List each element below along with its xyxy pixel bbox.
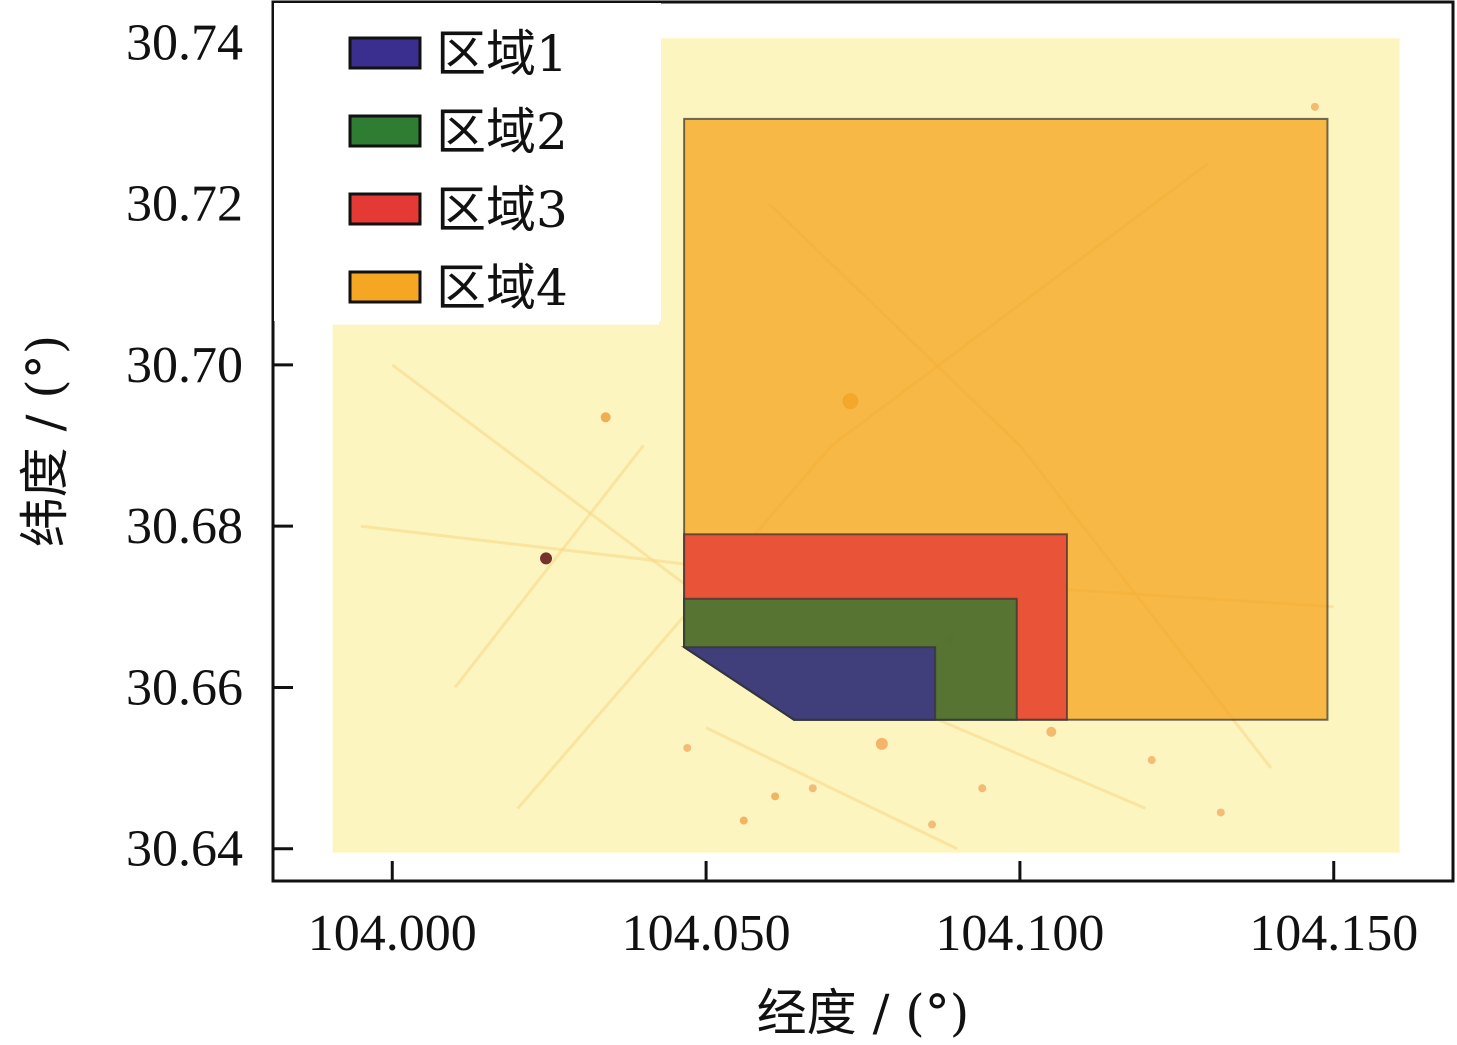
legend: 区域1 区域2 区域3 区域4: [274, 3, 661, 321]
legend-label-2: 区域2: [436, 103, 568, 161]
y-axis: 30.64 30.66 30.68 30.70 30.72 30.74: [126, 14, 293, 878]
hotspot-10: [771, 792, 780, 801]
y-tick-label-4: 30.70: [126, 337, 243, 394]
x-tick-label-1: 104.000: [308, 905, 477, 962]
x-tick-label-3: 104.100: [935, 905, 1104, 962]
legend-label-4: 区域4: [436, 259, 568, 317]
hotspot-11: [978, 784, 987, 793]
legend-swatch-2: [348, 114, 422, 148]
legend-swatch-4: [348, 270, 422, 304]
x-axis: 104.000 104.050 104.100 104.150: [308, 861, 1418, 962]
hotspot-9: [1310, 102, 1319, 111]
hotspot-1: [540, 552, 553, 565]
legend-label-3: 区域3: [436, 181, 568, 239]
hotspot-14: [1216, 808, 1225, 817]
x-tick-label-4: 104.150: [1249, 905, 1418, 962]
hotspot-4: [875, 737, 888, 750]
plot-frame: [271, 0, 1455, 883]
y-tick-label-5: 30.72: [126, 176, 243, 233]
x-axis-title: 经度 / (°): [757, 984, 970, 1042]
region-polygons: [680, 117, 1329, 721]
x-tick-label-2: 104.050: [622, 905, 791, 962]
y-tick-label-6: 30.74: [126, 14, 243, 71]
y-tick-label-1: 30.64: [126, 821, 243, 878]
legend-box: [274, 3, 661, 321]
legend-swatch-3: [348, 192, 422, 226]
legend-label-1: 区域1: [436, 25, 568, 83]
hotspot-6: [1046, 726, 1057, 737]
hotspot-7: [808, 784, 817, 793]
region-区域1: [680, 646, 937, 721]
road-streak-4: [705, 726, 958, 851]
hotspot-13: [739, 816, 748, 825]
legend-swatch-1: [348, 36, 422, 70]
hotspot-15: [928, 820, 937, 829]
y-axis-title: 纬度 / (°): [16, 335, 74, 548]
hotspot-12: [683, 743, 692, 752]
road-streak-6: [453, 444, 645, 689]
hotspot-3: [600, 412, 611, 423]
y-tick-label-2: 30.66: [126, 659, 243, 716]
hotspot-8: [1147, 756, 1156, 765]
y-tick-label-3: 30.68: [126, 498, 243, 555]
